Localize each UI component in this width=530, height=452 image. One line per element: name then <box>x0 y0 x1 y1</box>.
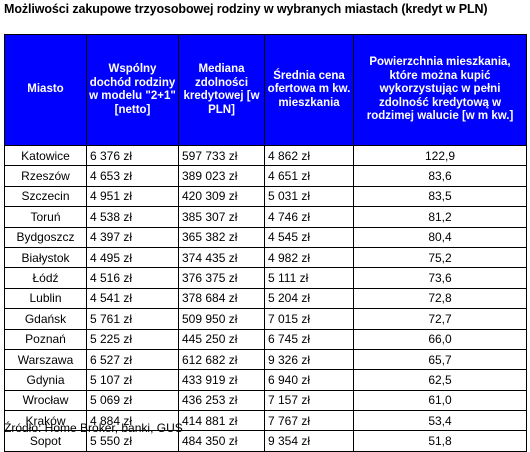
cell-credit-capacity: 376 375 zł <box>178 267 265 289</box>
cell-avg-price: 6 940 zł <box>264 369 354 391</box>
cell-credit-capacity: 385 307 zł <box>178 206 265 228</box>
cell-avg-price: 5 111 zł <box>264 267 354 289</box>
table-row: Katowice 6 376 zł 597 733 zł 4 862 zł 122,9 <box>4 144 527 167</box>
table-row: Bydgoszcz 4 397 zł 365 382 zł 4 545 zł 80,4 <box>4 226 527 248</box>
table-row: Szczecin 4 951 zł 420 309 zł 5 031 zł 83,5 <box>4 185 527 208</box>
cell-credit-capacity: 365 382 zł <box>178 226 265 248</box>
table-row: Wrocław 5 069 zł 436 253 zł 7 157 zł 61,0 <box>4 389 527 412</box>
cell-credit-capacity: 612 682 zł <box>178 348 265 371</box>
cell-income: 6 527 zł <box>86 348 179 371</box>
cell-avg-price: 7 767 zł <box>264 410 354 432</box>
header-income: Wspólny dochód rodziny w modelu "2+1" [n… <box>86 34 179 146</box>
cell-income: 6 376 zł <box>86 144 179 167</box>
table-row: Białystok 4 495 zł 374 435 zł 4 982 zł 75,2 <box>4 246 527 269</box>
cell-city: Łódź <box>4 267 87 289</box>
cell-income: 5 761 zł <box>86 308 179 330</box>
cell-area: 80,4 <box>353 226 527 248</box>
cell-credit-capacity: 484 350 zł <box>178 430 265 452</box>
cell-credit-capacity: 378 684 zł <box>178 287 265 310</box>
cell-area: 61,0 <box>353 389 527 412</box>
cell-area: 83,5 <box>353 185 527 208</box>
cell-income: 4 541 zł <box>86 287 179 310</box>
cell-income: 5 107 zł <box>86 369 179 391</box>
cell-credit-capacity: 420 309 zł <box>178 185 265 208</box>
cell-credit-capacity: 374 435 zł <box>178 246 265 269</box>
table-row: Lublin 4 541 zł 378 684 zł 5 204 zł 72,8 <box>4 287 527 310</box>
table-row: Łódź 4 516 zł 376 375 zł 5 111 zł 73,6 <box>4 267 527 289</box>
cell-income: 4 653 zł <box>86 165 179 187</box>
cell-city: Poznań <box>4 328 87 350</box>
table-row: Gdańsk 5 761 zł 509 950 zł 7 015 zł 72,7 <box>4 308 527 330</box>
cell-avg-price: 5 031 zł <box>264 185 354 208</box>
cell-city: Szczecin <box>4 185 87 208</box>
cell-area: 51,8 <box>353 430 527 452</box>
cell-city: Warszawa <box>4 348 87 371</box>
cell-credit-capacity: 597 733 zł <box>178 144 265 167</box>
cell-avg-price: 4 746 zł <box>264 206 354 228</box>
header-city: Miasto <box>4 34 87 146</box>
cell-area: 65,7 <box>353 348 527 371</box>
cell-avg-price: 4 545 zł <box>264 226 354 248</box>
cell-area: 122,9 <box>353 144 527 167</box>
cell-avg-price: 5 204 zł <box>264 287 354 310</box>
cell-avg-price: 7 015 zł <box>264 308 354 330</box>
cell-credit-capacity: 389 023 zł <box>178 165 265 187</box>
table-row: Warszawa 6 527 zł 612 682 zł 9 326 zł 65,7 <box>4 348 527 371</box>
cell-avg-price: 9 354 zł <box>264 430 354 452</box>
cell-income: 4 495 zł <box>86 246 179 269</box>
cell-avg-price: 9 326 zł <box>264 348 354 371</box>
cell-area: 72,7 <box>353 308 527 330</box>
source-note: Źródło: Home Broker, banki, GUS <box>4 421 183 435</box>
cell-city: Lublin <box>4 287 87 310</box>
cell-area: 66,0 <box>353 328 527 350</box>
cell-income: 4 538 zł <box>86 206 179 228</box>
cell-city: Katowice <box>4 144 87 167</box>
cell-area: 73,6 <box>353 267 527 289</box>
data-table: Miasto Wspólny dochód rodziny w modelu "… <box>4 34 527 452</box>
table-row: Poznań 5 225 zł 445 250 zł 6 745 zł 66,0 <box>4 328 527 350</box>
cell-avg-price: 4 982 zł <box>264 246 354 269</box>
table-row: Toruń 4 538 zł 385 307 zł 4 746 zł 81,2 <box>4 206 527 228</box>
cell-avg-price: 7 157 zł <box>264 389 354 412</box>
cell-city: Gdynia <box>4 369 87 391</box>
cell-area: 81,2 <box>353 206 527 228</box>
cell-avg-price: 4 651 zł <box>264 165 354 187</box>
cell-avg-price: 6 745 zł <box>264 328 354 350</box>
cell-area: 62,5 <box>353 369 527 391</box>
cell-credit-capacity: 509 950 zł <box>178 308 265 330</box>
cell-credit-capacity: 433 919 zł <box>178 369 265 391</box>
cell-credit-capacity: 445 250 zł <box>178 328 265 350</box>
cell-income: 4 951 zł <box>86 185 179 208</box>
cell-credit-capacity: 436 253 zł <box>178 389 265 412</box>
cell-credit-capacity: 414 881 zł <box>178 410 265 432</box>
cell-city: Rzeszów <box>4 165 87 187</box>
cell-city: Gdańsk <box>4 308 87 330</box>
cell-area: 72,8 <box>353 287 527 310</box>
header-credit-capacity: Mediana zdolności kredytowej [w PLN] <box>178 34 265 146</box>
table-row: Gdynia 5 107 zł 433 919 zł 6 940 zł 62,5 <box>4 369 527 391</box>
header-row: Miasto Wspólny dochód rodziny w modelu "… <box>4 34 527 146</box>
table-row: Kraków 4 884 zł 414 881 zł 7 767 zł 53,4 <box>4 410 527 432</box>
cell-city: Bydgoszcz <box>4 226 87 248</box>
cell-income: 4 516 zł <box>86 267 179 289</box>
table-body: Katowice 6 376 zł 597 733 zł 4 862 zł 122,9 R… <box>4 144 527 452</box>
cell-income: 4 397 zł <box>86 226 179 248</box>
header-avg-price: Średnia cena ofertowa m kw. mieszkania <box>264 34 354 146</box>
cell-area: 53,4 <box>353 410 527 432</box>
cell-city: Toruń <box>4 206 87 228</box>
table-title: Możliwości zakupowe trzyosobowej rodziny… <box>4 2 488 16</box>
cell-income: 5 225 zł <box>86 328 179 350</box>
cell-city: Wrocław <box>4 389 87 412</box>
cell-area: 83,6 <box>353 165 527 187</box>
table-row: Rzeszów 4 653 zł 389 023 zł 4 651 zł 83,6 <box>4 165 527 187</box>
cell-area: 75,2 <box>353 246 527 269</box>
cell-avg-price: 4 862 zł <box>264 144 354 167</box>
cell-city: Białystok <box>4 246 87 269</box>
cell-income: 5 069 zł <box>86 389 179 412</box>
header-area: Powierzchnia mieszkania, które można kup… <box>353 34 527 146</box>
